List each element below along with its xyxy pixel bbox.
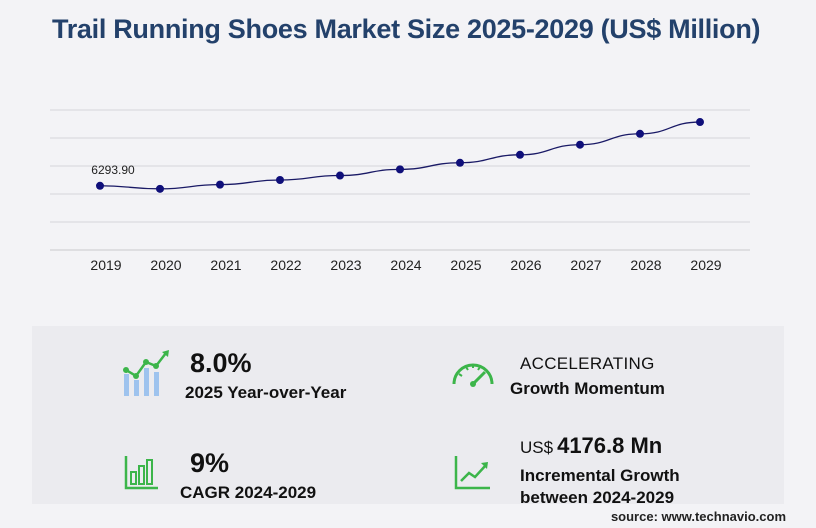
x-tick-label: 2025 — [450, 257, 481, 273]
line-chart: 2019 2020 2021 2022 2023 2024 2025 2026 2027 2028… — [50, 109, 750, 273]
x-tick-label: 2021 — [210, 257, 241, 273]
series-line — [99, 121, 701, 190]
data-point-2022 — [276, 176, 284, 184]
x-tick-label: 2026 — [510, 257, 541, 273]
x-axis-ticks: 2019 2020 2021 2022 2023 2024 2025 2026 2027 2028… — [90, 257, 721, 273]
data-point-2025 — [456, 158, 464, 167]
line-trend-icon — [454, 456, 490, 490]
data-point-2029 — [696, 118, 704, 127]
chart-title: Trail Running Shoes Market Size 2025-202… — [52, 14, 761, 44]
incremental-value: US$ 4176.8 Mn — [520, 433, 662, 459]
data-point-2028 — [636, 129, 644, 138]
x-tick-label: 2027 — [570, 257, 601, 273]
cagr-value: 9% — [190, 448, 230, 478]
bar-chart-icon — [124, 456, 158, 490]
data-label: 6293.90 — [91, 163, 135, 177]
data-point-2021 — [216, 180, 224, 189]
speedometer-icon — [452, 363, 494, 387]
yoy-value: 8.0% — [190, 348, 252, 378]
incremental-label-1: Incremental Growth — [520, 466, 680, 485]
stats-panel: 8.0% 2025 Year-over-Year ACCELERATING Gr… — [32, 326, 784, 507]
source-credit: source: www.technavio.com — [610, 509, 786, 524]
x-tick-label: 2023 — [330, 257, 361, 273]
data-point-2026 — [516, 150, 524, 159]
data-point-2024 — [396, 165, 404, 174]
x-tick-label: 2029 — [690, 257, 721, 273]
x-tick-label: 2020 — [150, 257, 181, 273]
bar-growth-icon — [123, 350, 169, 396]
x-tick-label: 2022 — [270, 257, 301, 273]
yoy-label: 2025 Year-over-Year — [185, 383, 347, 402]
data-point-2023 — [336, 171, 344, 180]
x-tick-label: 2024 — [390, 257, 421, 273]
x-tick-label: 2028 — [630, 257, 661, 273]
data-point-2027 — [576, 140, 584, 149]
currency-label: US$ — [520, 438, 554, 457]
data-labels: 6293.90 — [91, 163, 135, 177]
chart-series — [96, 118, 704, 193]
momentum-label: Growth Momentum — [510, 379, 665, 398]
data-point-2020 — [156, 184, 164, 193]
momentum-value: ACCELERATING — [520, 354, 655, 373]
incremental-label-2: between 2024-2029 — [520, 488, 675, 507]
cagr-label: CAGR 2024-2029 — [180, 483, 317, 502]
data-point-2019 — [96, 181, 104, 190]
x-tick-label: 2019 — [90, 257, 121, 273]
chart-grid — [50, 109, 750, 251]
incremental-amount: 4176.8 Mn — [557, 433, 663, 458]
